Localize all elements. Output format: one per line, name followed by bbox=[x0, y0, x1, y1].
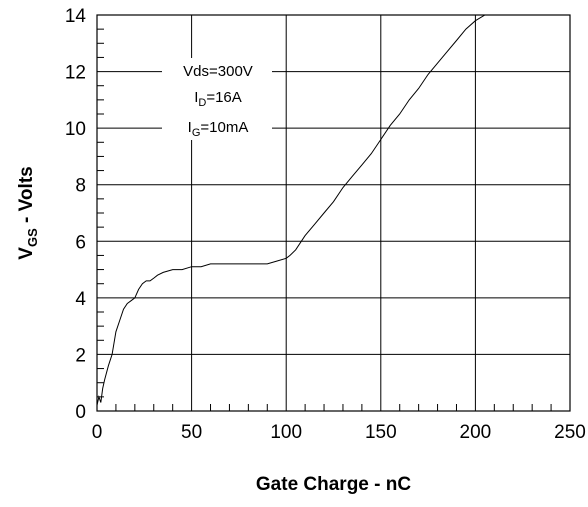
y-tick-label: 12 bbox=[65, 63, 86, 84]
y-tick-label: 8 bbox=[75, 176, 86, 197]
annotation-background bbox=[162, 58, 272, 140]
x-tick-label: 250 bbox=[554, 422, 586, 443]
annotation-line: IG=10mA bbox=[188, 119, 249, 139]
x-tick-label: 200 bbox=[460, 422, 492, 443]
x-tick-label: 50 bbox=[181, 422, 202, 443]
grid bbox=[97, 15, 570, 411]
y-tick-label: 14 bbox=[65, 6, 87, 27]
annotation-line: Vds=300V bbox=[183, 63, 253, 80]
series-line bbox=[96, 14, 495, 406]
x-tick-label: 150 bbox=[365, 422, 397, 443]
y-axis-title-sub: GS bbox=[25, 228, 40, 247]
annotation-box: Vds=300V ID=16A IG=10mA bbox=[162, 58, 272, 140]
y-tick-label: 6 bbox=[75, 232, 86, 253]
y-axis-title-main: V bbox=[16, 247, 37, 260]
x-tick-label: 0 bbox=[92, 422, 103, 443]
annotation-line: ID=16A bbox=[194, 89, 242, 109]
y-tick-label: 0 bbox=[75, 402, 86, 423]
y-axis-title: VGS - Volts bbox=[16, 166, 40, 259]
y-tick-label: 2 bbox=[75, 345, 86, 366]
tick-labels: 0 50 100 150 200 250 0 2 4 6 8 10 12 14 bbox=[65, 6, 586, 443]
y-tick-label: 10 bbox=[65, 119, 86, 140]
y-tick-label: 4 bbox=[75, 289, 86, 310]
y-axis-title-rest: - Volts bbox=[16, 166, 37, 228]
x-axis-title: Gate Charge - nC bbox=[256, 474, 411, 495]
x-tick-label: 100 bbox=[270, 422, 302, 443]
minor-ticks bbox=[97, 28, 552, 411]
